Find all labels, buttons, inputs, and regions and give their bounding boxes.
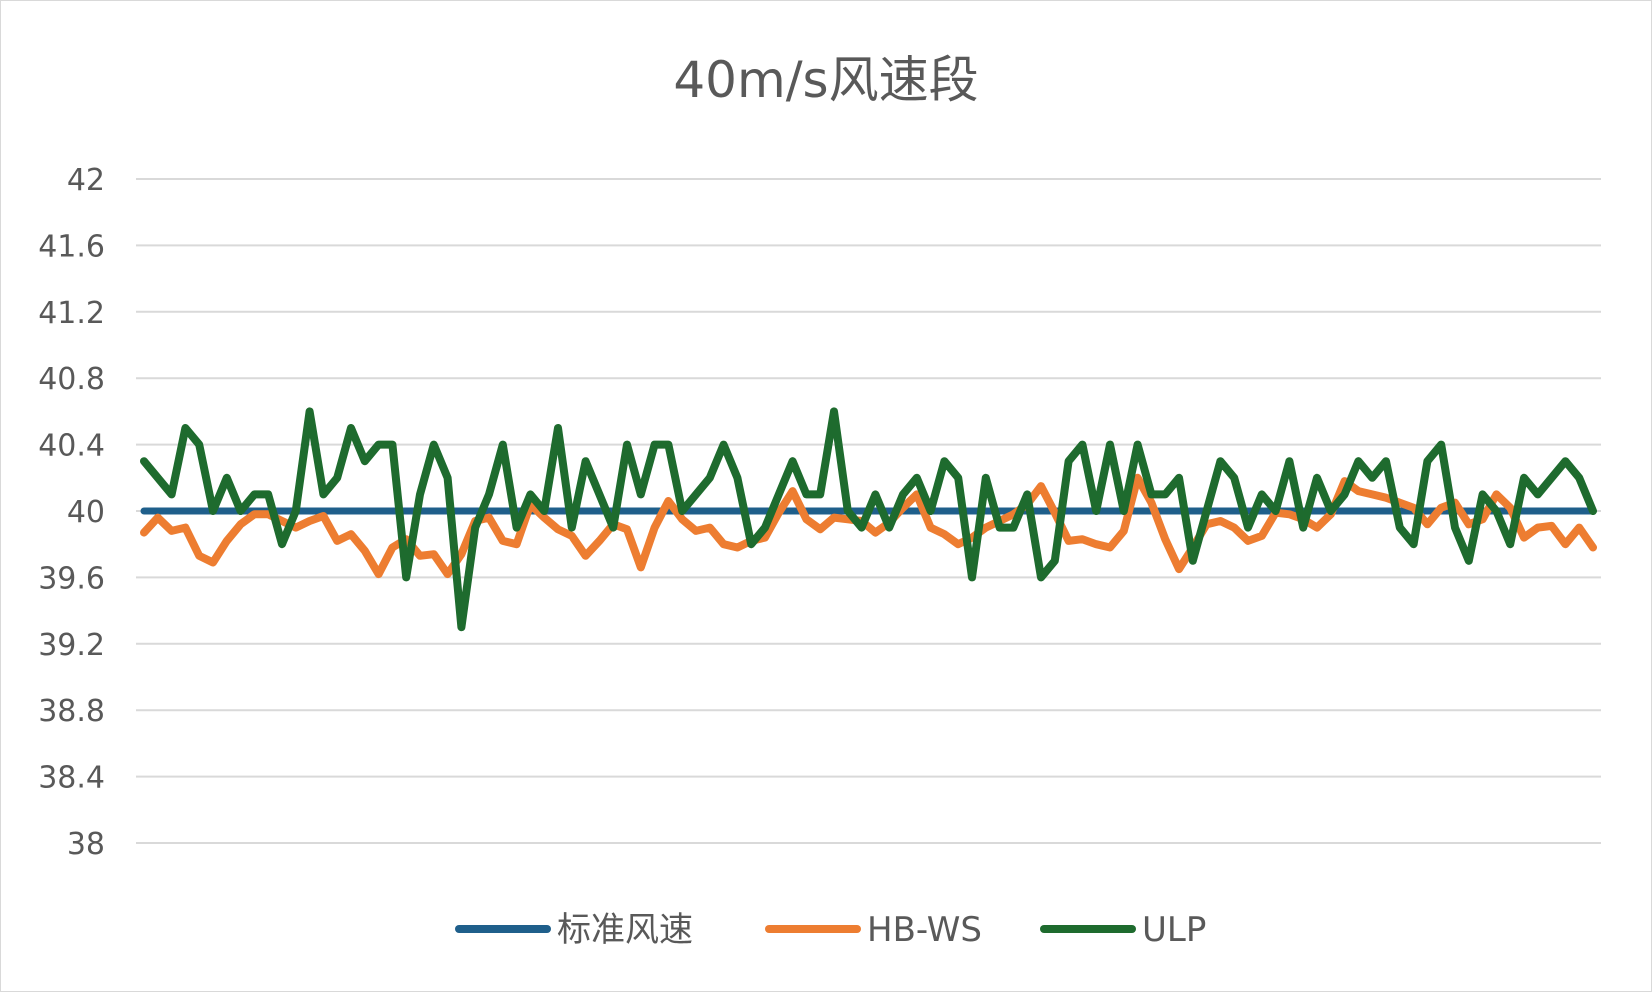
y-tick-label: 40.8 <box>38 362 105 397</box>
y-tick-label: 41.6 <box>38 229 105 264</box>
y-tick-label: 39.6 <box>38 561 105 596</box>
y-axis-tick-labels: 42 41.6 41.2 40.8 40.4 40 39.6 39.2 38.8 38.4 38 <box>38 163 105 862</box>
y-tick-label: 38 <box>67 827 105 862</box>
legend-label: HB-WS <box>867 910 982 950</box>
legend: 标准风速 HB-WS ULP <box>455 910 1206 950</box>
y-tick-label: 38.4 <box>38 761 105 796</box>
chart-title: 40m/s风速段 <box>673 51 978 109</box>
legend-label: ULP <box>1142 910 1206 950</box>
legend-label: 标准风速 <box>557 910 693 950</box>
y-tick-label: 42 <box>67 163 105 198</box>
series-lines <box>140 407 1597 632</box>
legend-item-2: ULP <box>1040 910 1206 950</box>
y-tick-label: 41.2 <box>38 296 105 331</box>
y-tick-label: 40 <box>67 495 105 530</box>
series-line-1 <box>140 473 1597 579</box>
y-tick-label: 39.2 <box>38 628 105 663</box>
legend-item-0: 标准风速 <box>455 910 693 950</box>
y-tick-label: 38.8 <box>38 694 105 729</box>
y-tick-label: 40.4 <box>38 429 105 464</box>
series-line-2 <box>140 407 1597 632</box>
legend-item-1: HB-WS <box>765 910 982 950</box>
